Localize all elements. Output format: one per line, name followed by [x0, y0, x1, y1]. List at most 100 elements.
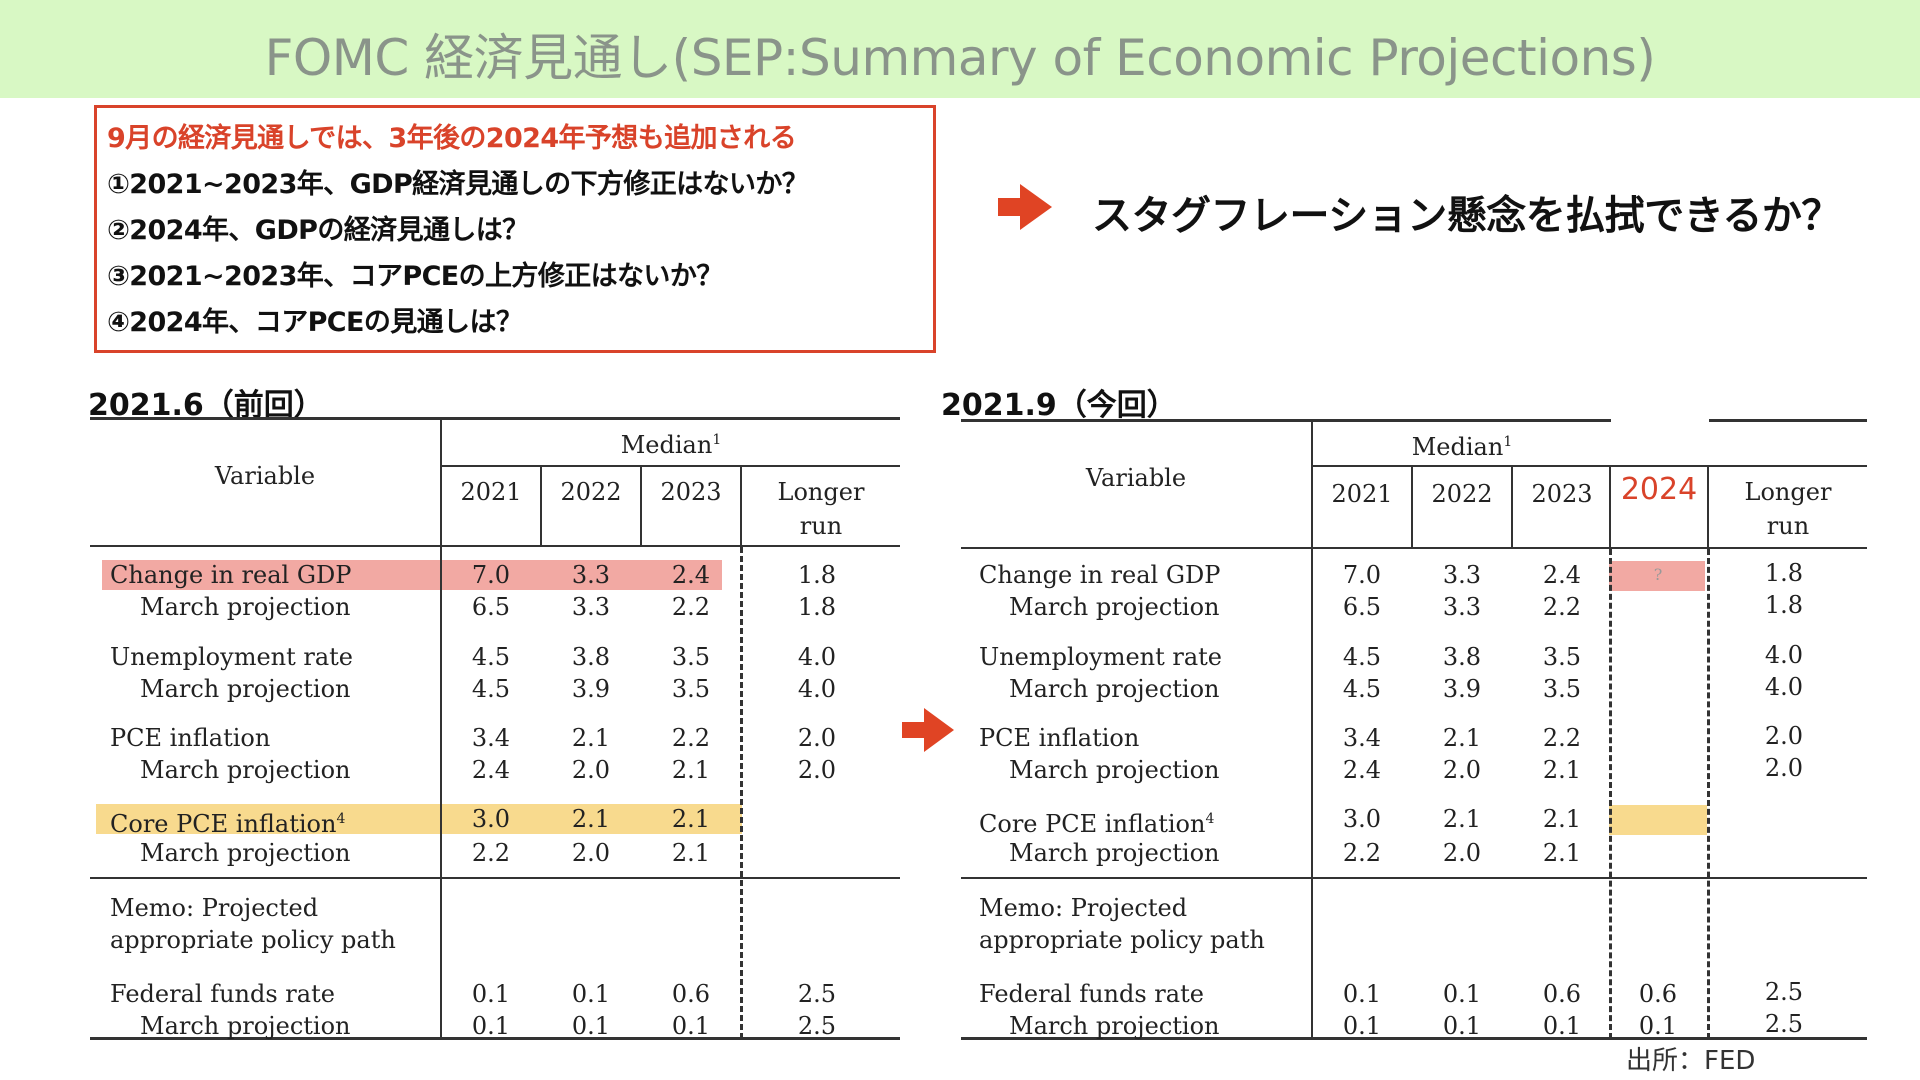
value-cell: 2.4	[671, 561, 711, 589]
row-label: March projection	[1009, 1012, 1220, 1040]
september-projection-table: Median1 Variable 2021 2022 2023 2024 Lon…	[961, 413, 1867, 1043]
value-cell: 0.1	[1442, 1012, 1482, 1040]
value-cell: 3.9	[1442, 675, 1482, 703]
year-divider	[640, 465, 642, 547]
value-cell: 6.5	[1342, 593, 1382, 621]
longer-run-header: Longer	[1744, 478, 1832, 506]
variable-divider	[1311, 419, 1313, 1039]
year-divider	[740, 465, 742, 547]
row-label: March projection	[140, 839, 351, 867]
value-cell: 3.8	[1442, 643, 1482, 671]
value-cell: 2.1	[571, 805, 611, 833]
longer-run-cell: 4.0	[797, 675, 837, 703]
question-1: ①2021~2023年、GDP経済見通しの下方修正はないか？	[107, 169, 809, 200]
title-banner: FOMC 経済見通し(SEP:Summary of Economic Proje…	[0, 0, 1920, 98]
longer-run-divider	[1707, 549, 1710, 1039]
memo-rule	[961, 877, 1867, 879]
stagflation-callout: スタグフレーション懸念を払拭できるか？	[1092, 193, 1841, 239]
value-cell: 2.0	[1442, 839, 1482, 867]
value-cell: 2.0	[1442, 756, 1482, 784]
value-cell: 3.9	[571, 675, 611, 703]
table-top-rule	[961, 419, 1611, 422]
row-label: March projection	[140, 1012, 351, 1040]
longer-run-cell: 2.5	[797, 1012, 837, 1040]
value-cell: 2.1	[1442, 724, 1482, 752]
median-header: Median1	[620, 431, 722, 459]
value-cell: 4.5	[1342, 675, 1382, 703]
value-cell: 3.4	[471, 724, 511, 752]
value-cell: 3.0	[471, 805, 511, 833]
variable-header: Variable	[214, 462, 316, 490]
value-cell: 4.5	[1342, 643, 1382, 671]
value-cell: 0.1	[1342, 980, 1382, 1008]
longer-run-cell: 1.8	[797, 593, 837, 621]
value-cell: 3.8	[571, 643, 611, 671]
row-label: Core PCE inflation4	[110, 810, 346, 838]
median-header: Median1	[1411, 433, 1513, 461]
longer-run-cell: 4.0	[797, 643, 837, 671]
memo-rule	[90, 877, 900, 879]
value-cell: 0.6	[1542, 980, 1582, 1008]
value-cell: 7.0	[471, 561, 511, 589]
table-bottom-rule	[961, 1037, 1867, 1040]
value-cell: 2.2	[1542, 593, 1582, 621]
row-label: Change in real GDP	[110, 561, 352, 589]
longer-run-cell: 2.0	[797, 756, 837, 784]
year-header: 2022	[560, 478, 622, 506]
longer-run-cell: 2.0	[1764, 722, 1804, 750]
row-label: March projection	[1009, 839, 1220, 867]
value-cell: 2.4	[1342, 756, 1382, 784]
value-cell: 2.0	[571, 756, 611, 784]
header-rule	[90, 545, 900, 547]
value-cell: 0.1	[471, 1012, 511, 1040]
value-cell: 3.3	[1442, 593, 1482, 621]
value-cell: 2.1	[1442, 805, 1482, 833]
longer-run-cell: 1.8	[797, 561, 837, 589]
longer-run-cell: 1.8	[1764, 591, 1804, 619]
value-cell: 2.4	[1542, 561, 1582, 589]
row-label: Unemployment rate	[979, 643, 1223, 671]
row-label: March projection	[140, 593, 351, 621]
median-rule	[440, 465, 900, 467]
right-table-label: 2021.9（今回）	[941, 388, 1177, 423]
value-cell: 7.0	[1342, 561, 1382, 589]
value-cell: 2.4	[471, 756, 511, 784]
value-cell: 0.1	[571, 980, 611, 1008]
longer-run-cell: 4.0	[1764, 673, 1804, 701]
row-label: Core PCE inflation4	[979, 810, 1215, 838]
header-rule	[961, 547, 1867, 549]
row-label: Federal funds rate	[979, 980, 1204, 1008]
questions-lead: 9月の経済見通しでは、3年後の2024年予想も追加される	[107, 123, 797, 154]
value-2024-cell: ?	[1653, 565, 1663, 584]
year-header: 2021	[460, 478, 522, 506]
value-cell: 3.3	[571, 593, 611, 621]
value-cell: 3.4	[1342, 724, 1382, 752]
value-cell: 2.1	[1542, 839, 1582, 867]
longer-run-header: Longer	[777, 478, 865, 506]
row-label: PCE inflation	[979, 724, 1140, 752]
row-label: Unemployment rate	[110, 643, 354, 671]
value-cell: 3.5	[671, 643, 711, 671]
value-cell: 3.5	[1542, 643, 1582, 671]
value-2024-cell: 0.1	[1638, 1012, 1678, 1040]
value-cell: 2.2	[671, 593, 711, 621]
row-label: March projection	[140, 756, 351, 784]
year-2024-header: 2024	[1620, 472, 1698, 507]
longer-run-cell: 2.5	[1764, 1010, 1804, 1038]
value-cell: 2.1	[671, 805, 711, 833]
memo-label: Memo: Projected	[979, 894, 1188, 922]
memo-label: Memo: Projected	[110, 894, 319, 922]
value-cell: 0.1	[1342, 1012, 1382, 1040]
value-cell: 2.1	[571, 724, 611, 752]
value-cell: 4.5	[471, 675, 511, 703]
median-rule	[1311, 465, 1867, 467]
year-divider	[1511, 465, 1513, 549]
value-cell: 3.3	[571, 561, 611, 589]
value-cell: 0.1	[471, 980, 511, 1008]
memo-label: appropriate policy path	[110, 926, 396, 954]
longer-run-cell: 2.5	[1764, 978, 1804, 1006]
value-cell: 2.1	[671, 756, 711, 784]
value-cell: 4.5	[471, 643, 511, 671]
memo-label: appropriate policy path	[979, 926, 1265, 954]
longer-run-cell: 2.0	[797, 724, 837, 752]
